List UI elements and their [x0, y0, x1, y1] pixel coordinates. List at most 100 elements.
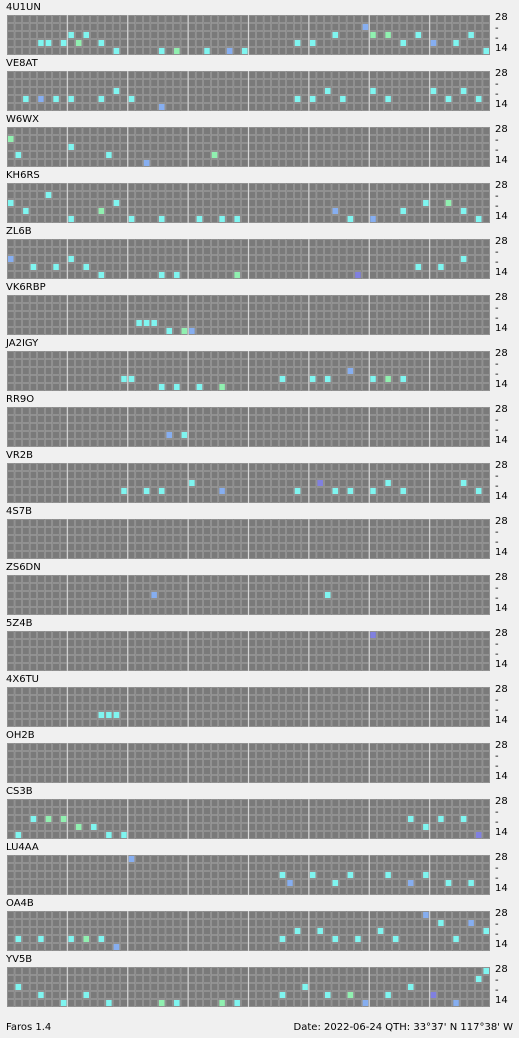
activity-cell [15, 984, 22, 990]
activity-cell [219, 384, 225, 390]
band-tick-mid1: - [495, 919, 499, 930]
activity-cell [106, 152, 112, 158]
activity-cell [219, 488, 225, 494]
activity-cell [324, 376, 331, 382]
station-callsign: KH6RS [6, 170, 40, 181]
activity-cell [219, 1000, 225, 1006]
activity-cell [68, 936, 74, 942]
band-tick-mid1: - [495, 191, 499, 202]
activity-cell [189, 480, 195, 486]
band-tick-mid2: - [495, 761, 499, 772]
activity-cell [438, 816, 444, 822]
activity-cell [309, 40, 316, 46]
activity-cell [370, 216, 376, 222]
activity-cell [8, 136, 14, 142]
band-tick-mid1: - [495, 471, 499, 482]
activity-cell [370, 88, 376, 94]
activity-cell [453, 1000, 459, 1006]
beacon-panel: 5Z4B 28- -14 [0, 616, 519, 672]
activity-cell [83, 32, 90, 38]
activity-cell [483, 968, 489, 974]
band-axis: 28- -14 [493, 741, 519, 785]
propagation-grid [7, 183, 490, 223]
activity-cell [60, 816, 67, 822]
band-tick-top: 28 [495, 460, 508, 471]
activity-cell [128, 376, 135, 382]
band-axis: 28- -14 [493, 349, 519, 393]
activity-cell [45, 192, 52, 198]
date-qth-info: Date: 2022-06-24 QTH: 33°37' N 117°38' W [293, 1022, 513, 1033]
band-tick-mid2: - [495, 481, 499, 492]
activity-cell [370, 488, 376, 494]
activity-cell [392, 936, 399, 942]
activity-cell [362, 1000, 369, 1006]
activity-cell [113, 712, 120, 718]
band-tick-mid2: - [495, 201, 499, 212]
propagation-grid [7, 799, 490, 839]
activity-cell [460, 208, 467, 214]
band-axis: 28- -14 [493, 685, 519, 729]
band-tick-bottom: 14 [495, 827, 508, 838]
band-tick-bottom: 14 [495, 939, 508, 950]
activity-cell [423, 824, 429, 830]
band-tick-mid1: - [495, 807, 499, 818]
propagation-grid [7, 15, 490, 55]
beacon-panel: VE8AT 28- -14 [0, 56, 519, 112]
activity-cell [385, 992, 391, 998]
beacon-panel: RR9O 28- -14 [0, 392, 519, 448]
beacon-panel: CS3B 28- -14 [0, 784, 519, 840]
activity-cell [45, 816, 52, 822]
activity-cell [475, 976, 482, 982]
activity-cell [355, 272, 361, 278]
activity-cell [438, 920, 444, 926]
station-callsign: VE8AT [6, 58, 38, 69]
activity-cell [385, 872, 391, 878]
band-tick-mid1: - [495, 527, 499, 538]
activity-cell [302, 984, 308, 990]
propagation-grid [7, 911, 490, 951]
activity-cell [113, 88, 120, 94]
activity-cell [294, 40, 301, 46]
band-tick-mid1: - [495, 751, 499, 762]
band-axis: 28- -14 [493, 573, 519, 617]
activity-cell [83, 992, 90, 998]
band-tick-mid1: - [495, 639, 499, 650]
activity-cell [121, 488, 127, 494]
activity-cell [294, 96, 301, 102]
activity-cell [279, 376, 286, 382]
station-callsign: OA4B [6, 898, 34, 909]
band-tick-mid2: - [495, 313, 499, 324]
activity-cell [128, 856, 135, 862]
band-tick-top: 28 [495, 404, 508, 415]
activity-cell [347, 488, 354, 494]
activity-cell [317, 480, 323, 486]
band-tick-mid1: - [495, 247, 499, 258]
activity-cell [98, 208, 105, 214]
activity-cell [279, 992, 286, 998]
activity-cell [158, 216, 165, 222]
band-axis: 28- -14 [493, 517, 519, 561]
band-tick-mid2: - [495, 89, 499, 100]
band-tick-mid2: - [495, 369, 499, 380]
band-tick-top: 28 [495, 12, 508, 23]
activity-cell [174, 48, 180, 54]
band-tick-mid1: - [495, 975, 499, 986]
beacon-panel: JA2IGY 28- -14 [0, 336, 519, 392]
activity-cell [158, 48, 165, 54]
activity-cell [400, 208, 406, 214]
band-tick-mid1: - [495, 23, 499, 34]
beacon-panel: W6WX 28- -14 [0, 112, 519, 168]
activity-cell [287, 880, 293, 886]
activity-cell [445, 880, 452, 886]
activity-cell [385, 32, 391, 38]
activity-cell [158, 488, 165, 494]
activity-cell [332, 936, 339, 942]
activity-cell [460, 816, 467, 822]
station-callsign: VR2B [6, 450, 34, 461]
activity-cell [423, 912, 429, 918]
propagation-grid [7, 519, 490, 559]
band-axis: 28- -14 [493, 125, 519, 169]
band-axis: 28- -14 [493, 797, 519, 841]
band-axis: 28- -14 [493, 629, 519, 673]
band-tick-bottom: 14 [495, 603, 508, 614]
